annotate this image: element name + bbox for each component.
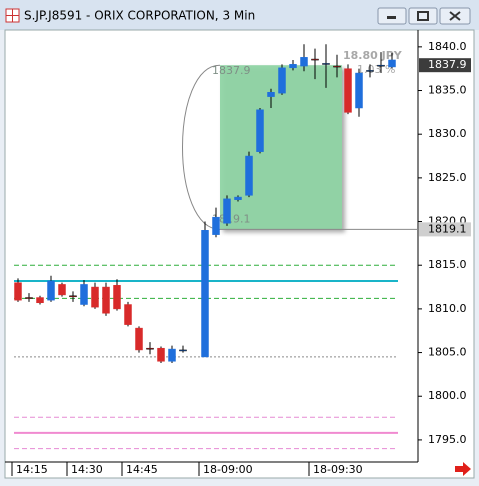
y-tick-label: 1810.0 [428, 302, 467, 315]
app-icon [5, 8, 20, 23]
y-tick-label: 1840.0 [428, 40, 467, 53]
x-tick-label: 14:15 [16, 463, 48, 476]
minimize-button[interactable] [377, 7, 407, 25]
y-tick-label: 1805.0 [428, 346, 467, 359]
measure-price-label-box [419, 222, 471, 237]
candle-body [311, 58, 319, 61]
y-tick-label: 1800.0 [428, 389, 467, 402]
candle-body [80, 284, 88, 305]
maximize-button[interactable] [408, 7, 438, 25]
candle-body [300, 57, 308, 67]
scroll-arrow[interactable] [455, 462, 471, 476]
candle-body [267, 92, 275, 97]
candle-body [289, 64, 297, 69]
candle-body [366, 70, 374, 72]
candle-body [25, 297, 33, 299]
y-tick-label: 1825.0 [428, 171, 467, 184]
candle-body [234, 196, 242, 200]
candle-body [201, 230, 209, 358]
candle-body [278, 67, 286, 94]
candle-body [58, 284, 66, 296]
candle-body [102, 286, 110, 314]
x-tick-label: 18-09:30 [313, 463, 363, 476]
measure-percent: 1.03 % [357, 63, 395, 76]
last-price-label-box [419, 58, 471, 73]
y-tick-label: 1830.0 [428, 127, 467, 140]
candle-body [322, 63, 330, 65]
candle-body [245, 155, 253, 196]
last-price-label: 1837.9 [428, 58, 467, 71]
x-tick-label: 18-09:00 [203, 463, 253, 476]
candle-body [113, 285, 121, 310]
candle-body [212, 216, 220, 235]
candle-body [168, 348, 176, 362]
candle-body [124, 304, 132, 325]
y-tick-label: 1835.0 [428, 84, 467, 97]
y-tick-label: 1815.0 [428, 258, 467, 271]
measure-from-label: 1819.1 [212, 212, 251, 225]
close-button[interactable] [439, 7, 471, 25]
measure-change: 18.80 JPY [343, 49, 403, 62]
candle-body [388, 59, 396, 68]
candle-body [146, 347, 154, 350]
candle-body [333, 65, 341, 68]
candle-body [91, 286, 99, 308]
candle-body [344, 68, 352, 113]
y-tick-label: 1795.0 [428, 433, 467, 446]
measure-arc [182, 64, 221, 230]
candle-body [256, 109, 264, 152]
x-tick-label: 14:30 [71, 463, 103, 476]
window-title: S.JP.J8591 - ORIX CORPORATION, 3 Min [24, 9, 255, 23]
candle-body [377, 64, 385, 67]
candle-body [14, 282, 22, 301]
candle-body [135, 327, 143, 351]
measure-to-label: 1837.9 [212, 64, 251, 77]
candle-body [69, 295, 77, 298]
candle-body [47, 280, 55, 301]
candle-body [179, 349, 187, 352]
measure-price-label: 1819.1 [428, 222, 467, 235]
candle-body [223, 198, 231, 224]
x-tick-label: 14:45 [126, 463, 158, 476]
candle-body [157, 347, 165, 362]
candle-body [355, 72, 363, 109]
candle-body [36, 297, 44, 304]
